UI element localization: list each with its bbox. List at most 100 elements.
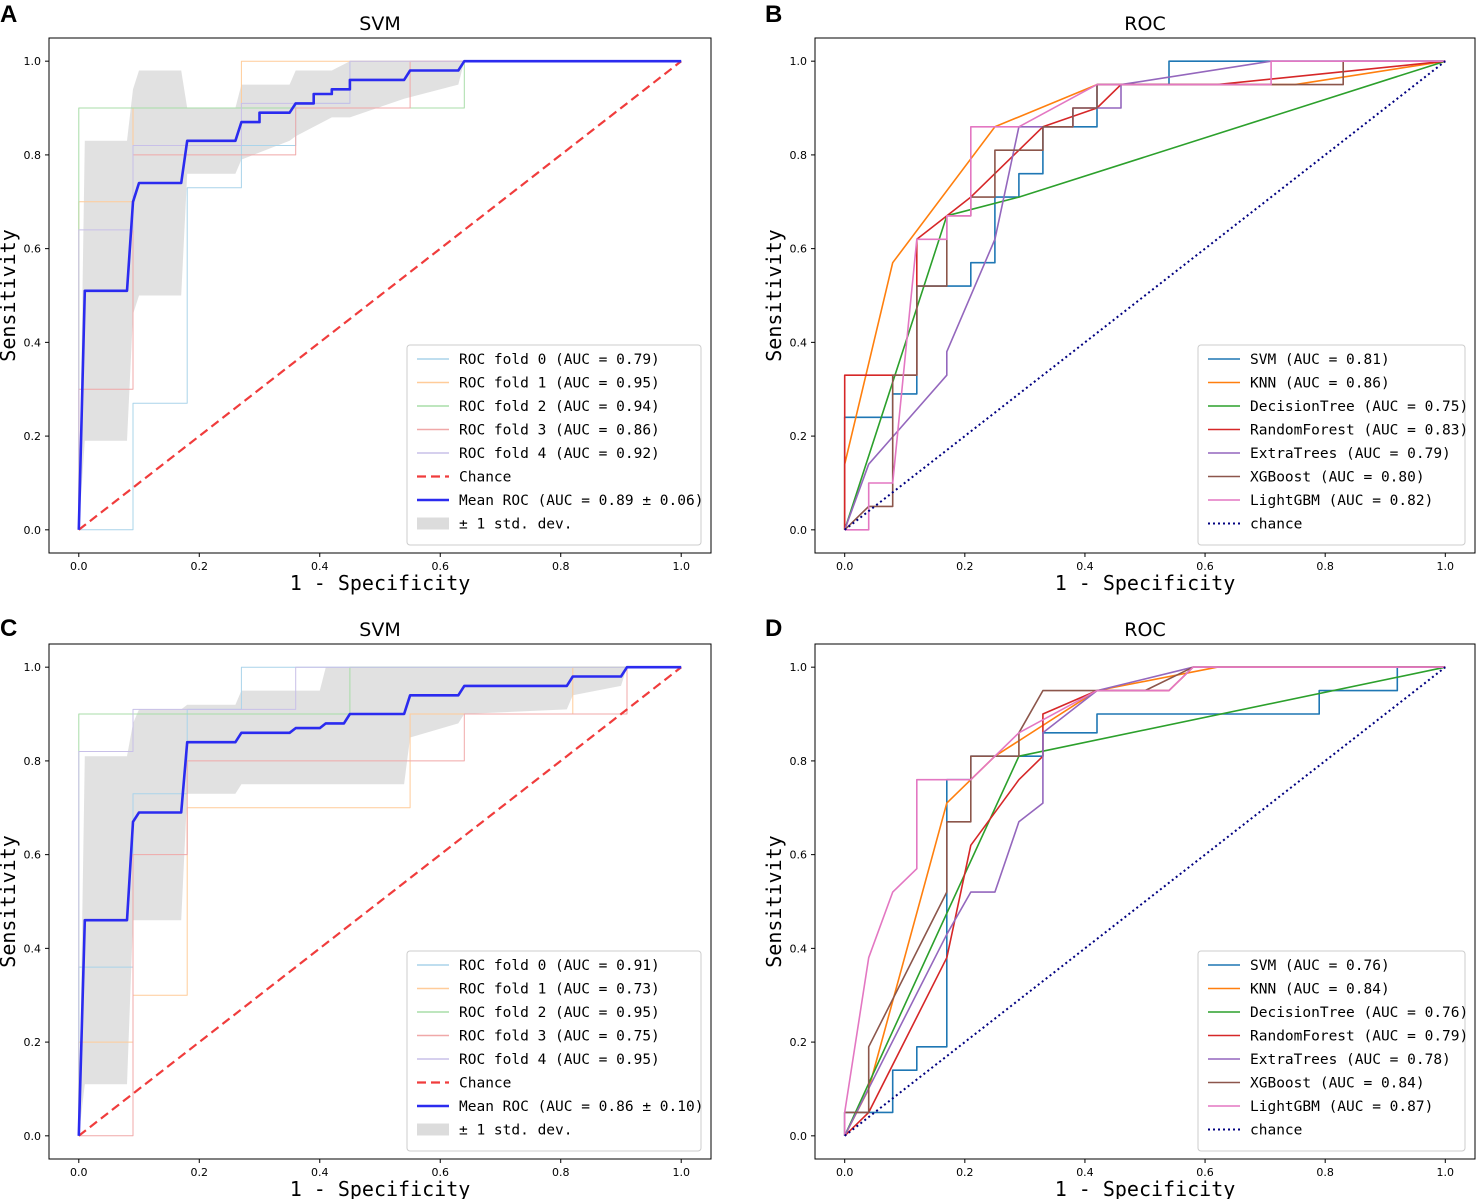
legend-entry: ± 1 std. dev. [459, 1123, 573, 1139]
x-tick-label: 0.4 [1076, 1166, 1094, 1179]
series-line-roc-fold-3 [78, 666, 682, 1137]
series-line-lightgbm [843, 666, 1446, 1136]
series-line-chance [78, 666, 682, 1137]
legend-entry: ROC fold 3 (AUC = 0.75) [459, 1029, 660, 1045]
y-axis-label: Sensitivity [762, 229, 786, 361]
x-tick-label: 0.4 [1076, 560, 1094, 573]
x-tick-label: 0.6 [431, 1166, 449, 1179]
y-axis-label: Sensitivity [0, 835, 20, 967]
legend-entry: KNN (AUC = 0.86) [1250, 376, 1390, 392]
series-line-chance [844, 666, 1446, 1137]
legend-entry: XGBoost (AUC = 0.84) [1250, 1076, 1425, 1092]
panel-d: D ROC 0.0 0.2 0.4 0.6 0.8 1.0 0.0 0.2 0.4 0.6 0.8 1.0… [762, 615, 1476, 1199]
legend-entry: SVM (AUC = 0.76) [1250, 958, 1390, 974]
x-tick-label: 0.0 [836, 560, 854, 573]
y-axis-label: Sensitivity [762, 835, 786, 967]
legend-entry: Chance [459, 1076, 511, 1092]
x-tick-label: 1.0 [672, 1166, 690, 1179]
legend-entry: XGBoost (AUC = 0.80) [1250, 470, 1425, 486]
panel-letter: D [765, 615, 782, 642]
y-tick-label: 0.6 [790, 243, 808, 256]
legend-entry: DecisionTree (AUC = 0.76) [1250, 1005, 1468, 1021]
legend-entry: ROC fold 2 (AUC = 0.95) [459, 1005, 660, 1021]
x-tick-label: 1.0 [1437, 560, 1455, 573]
plot-area [843, 60, 1446, 531]
x-tick-label: 1.0 [1437, 1166, 1455, 1179]
series-line-lightgbm [844, 60, 1446, 531]
panel-a: A SVM 0.0 0.2 0.4 0.6 0.8 1.0 0.0 0.2 0.4 0.6 0.8 1.0… [0, 1, 712, 595]
y-tick-label: 0.8 [24, 149, 42, 162]
plot-area [843, 666, 1446, 1137]
legend-entry: ROC fold 2 (AUC = 0.94) [459, 399, 660, 415]
series-line-xgboost [844, 60, 1446, 531]
y-tick-label: 0.0 [790, 524, 808, 537]
legend-swatch [417, 517, 449, 530]
series-line-mean-roc [77, 665, 682, 1136]
series-line-roc-fold-4 [78, 666, 682, 1136]
series-line-roc-fold-3 [78, 60, 682, 530]
x-tick-label: 0.8 [1316, 1166, 1334, 1179]
y-tick-label: 1.0 [24, 661, 42, 674]
chart-title: SVM [359, 13, 400, 35]
legend-entry: ExtraTrees (AUC = 0.78) [1250, 1052, 1451, 1068]
chart-title: ROC [1124, 13, 1165, 35]
series-line-roc-fold-4 [78, 60, 682, 530]
panel-letter: A [0, 1, 17, 28]
legend-entry: ROC fold 4 (AUC = 0.95) [459, 1052, 660, 1068]
legend-entry: Mean ROC (AUC = 0.86 ± 0.10) [459, 1099, 703, 1115]
legend-entry: ROC fold 3 (AUC = 0.86) [459, 423, 660, 439]
legend-entry: Mean ROC (AUC = 0.89 ± 0.06) [459, 493, 703, 509]
y-tick-label: 0.4 [790, 336, 808, 349]
series-line-extratrees [843, 666, 1446, 1137]
legend-entry: chance [1250, 517, 1302, 533]
legend-entry: ROC fold 0 (AUC = 0.79) [459, 352, 660, 368]
x-axis-label: 1 - Specificity [290, 1177, 471, 1199]
y-tick-label: 0.2 [790, 1036, 808, 1049]
chart-title: ROC [1124, 619, 1165, 641]
series-line-decisiontree [843, 60, 1446, 531]
chart-title: SVM [359, 619, 400, 641]
y-tick-label: 0.6 [790, 849, 808, 862]
panel-letter: B [765, 1, 782, 28]
plot-area [77, 665, 682, 1137]
legend-entry: LightGBM (AUC = 0.87) [1250, 1099, 1433, 1115]
x-tick-label: 0.2 [956, 1166, 974, 1179]
y-tick-label: 0.0 [24, 524, 42, 537]
y-tick-label: 1.0 [790, 55, 808, 68]
y-tick-label: 0.2 [24, 1036, 42, 1049]
x-tick-label: 0.0 [70, 1166, 88, 1179]
y-tick-label: 0.4 [24, 336, 42, 349]
legend-entry: ExtraTrees (AUC = 0.79) [1250, 446, 1451, 462]
x-tick-label: 1.0 [672, 560, 690, 573]
legend-box [406, 344, 702, 546]
y-tick-label: 0.2 [24, 430, 42, 443]
panel-b: B ROC 0.0 0.2 0.4 0.6 0.8 1.0 0.0 0.2 0.4 0.6 0.8 1.0… [762, 1, 1476, 595]
legend-entry: ROC fold 0 (AUC = 0.91) [459, 958, 660, 974]
plot-area [77, 59, 682, 531]
x-tick-label: 0.6 [1196, 560, 1214, 573]
y-tick-label: 0.8 [790, 755, 808, 768]
x-axis-label: 1 - Specificity [290, 571, 471, 595]
x-tick-label: 0.4 [311, 560, 329, 573]
y-tick-label: 0.2 [790, 430, 808, 443]
y-tick-label: 1.0 [24, 55, 42, 68]
x-tick-label: 0.8 [552, 1166, 570, 1179]
x-tick-label: 0.8 [1316, 560, 1334, 573]
plot-frame [814, 643, 1476, 1160]
std-dev-band [78, 667, 682, 1136]
x-tick-label: 0.2 [956, 560, 974, 573]
legend-entry: Chance [459, 470, 511, 486]
panel-letter: C [0, 615, 17, 642]
y-axis-label: Sensitivity [0, 229, 20, 361]
x-tick-label: 0.2 [191, 1166, 209, 1179]
legend-box [406, 950, 702, 1152]
legend-entry: ROC fold 1 (AUC = 0.95) [459, 376, 660, 392]
series-line-chance [844, 60, 1446, 531]
y-tick-label: 0.6 [24, 849, 42, 862]
plot-frame [48, 643, 712, 1160]
plot-frame [814, 37, 1476, 554]
plot-frame [48, 37, 712, 554]
legend-box [1197, 344, 1466, 546]
legend-entry: chance [1250, 1123, 1302, 1139]
